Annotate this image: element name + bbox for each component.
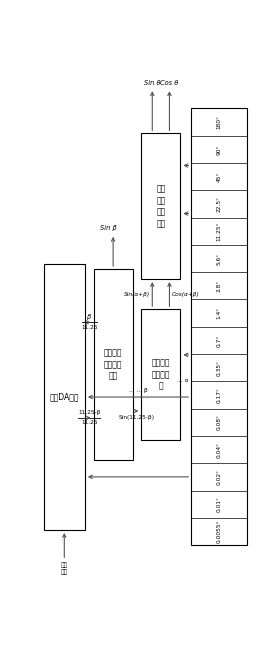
Text: 参考
信号: 参考 信号 <box>61 563 68 575</box>
Text: Cos(α+β): Cos(α+β) <box>172 291 199 297</box>
Text: Cos θ: Cos θ <box>160 80 179 86</box>
Text: β: β <box>87 314 91 320</box>
Text: Sin β: Sin β <box>101 226 117 231</box>
Text: 2.8°: 2.8° <box>216 280 221 292</box>
Text: 正负
信号
选择
电路: 正负 信号 选择 电路 <box>156 184 165 228</box>
Text: 0.0055°: 0.0055° <box>216 520 221 543</box>
Text: 0.7°: 0.7° <box>216 334 221 347</box>
Bar <box>191 108 247 545</box>
Text: 0.17°: 0.17° <box>216 387 221 403</box>
Text: 0.02°: 0.02° <box>216 469 221 485</box>
Text: 45°: 45° <box>216 171 221 182</box>
Text: 11.25°: 11.25° <box>216 222 221 241</box>
Text: 22.5°: 22.5° <box>216 196 221 212</box>
Text: 1.4°: 1.4° <box>216 307 221 319</box>
Bar <box>141 134 180 279</box>
Text: 线性DA电路: 线性DA电路 <box>50 393 79 402</box>
Text: 11.25: 11.25 <box>81 325 97 330</box>
Bar <box>141 309 180 439</box>
Text: 180°: 180° <box>216 115 221 129</box>
Text: 0.04°: 0.04° <box>216 441 221 458</box>
Text: Sin(α+β): Sin(α+β) <box>124 291 150 297</box>
Text: Sin(11.25-β): Sin(11.25-β) <box>119 415 155 420</box>
Bar <box>94 269 133 460</box>
Text: 11.25: 11.25 <box>81 421 97 425</box>
Text: 非线性分
段比例电
路: 非线性分 段比例电 路 <box>151 358 170 391</box>
Text: 三角函数
曲线拟合
电路: 三角函数 曲线拟合 电路 <box>104 348 122 381</box>
Bar <box>44 264 85 530</box>
Text: ... α: ... α <box>177 378 188 383</box>
Text: 0.01°: 0.01° <box>216 496 221 512</box>
Text: 0.08°: 0.08° <box>216 414 221 430</box>
Text: Sin θ: Sin θ <box>144 80 160 86</box>
Text: 90°: 90° <box>216 144 221 155</box>
Text: 0.35°: 0.35° <box>216 360 221 376</box>
Text: 5.6°: 5.6° <box>216 252 221 265</box>
Text: ... ... β: ... ... β <box>129 388 148 393</box>
Text: 11.25-β: 11.25-β <box>78 410 101 415</box>
